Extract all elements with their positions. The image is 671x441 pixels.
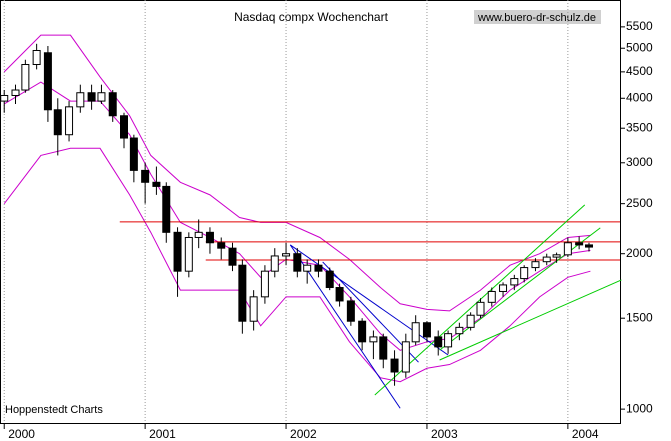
candle-body bbox=[43, 52, 52, 111]
source-box bbox=[474, 10, 601, 24]
candle-body bbox=[0, 94, 9, 102]
y-tick-label: 3500 bbox=[626, 120, 653, 134]
y-tick-label: 1000 bbox=[626, 401, 653, 415]
y-tick-label: 3000 bbox=[626, 155, 653, 169]
x-tick-label: 2004 bbox=[572, 427, 599, 441]
candle-body bbox=[303, 264, 312, 272]
candle-body bbox=[217, 242, 226, 249]
candle-body bbox=[260, 270, 269, 298]
y-tick-label: 1500 bbox=[626, 310, 653, 324]
candle-body bbox=[184, 236, 193, 272]
candle-body bbox=[358, 320, 367, 343]
candle-body bbox=[141, 169, 150, 183]
candle-body bbox=[293, 253, 302, 272]
candle-body bbox=[510, 278, 519, 286]
x-tick-label: 2001 bbox=[149, 427, 176, 441]
candle-body bbox=[194, 231, 203, 238]
candle-body bbox=[335, 287, 344, 302]
candle-body bbox=[476, 301, 485, 316]
trend-line bbox=[439, 279, 622, 361]
candle-body bbox=[32, 49, 41, 66]
candle-body bbox=[575, 242, 584, 246]
bollinger-band bbox=[3, 147, 591, 383]
candle-body bbox=[411, 322, 420, 343]
candle-body bbox=[379, 336, 388, 360]
candle-body bbox=[531, 261, 540, 269]
y-tick-label: 2000 bbox=[626, 246, 653, 260]
candle-body bbox=[282, 253, 291, 257]
candle-body bbox=[120, 115, 128, 139]
bollinger-band bbox=[3, 81, 591, 351]
trend-line bbox=[439, 227, 601, 351]
y-tick-label: 4500 bbox=[626, 64, 653, 78]
candle-body bbox=[444, 333, 453, 348]
y-tick-label: 5500 bbox=[626, 19, 653, 33]
candle-body bbox=[205, 231, 214, 244]
candle-body bbox=[585, 244, 593, 248]
candle-body bbox=[65, 106, 74, 136]
candle-body bbox=[173, 231, 182, 272]
candle-body bbox=[325, 270, 334, 289]
credit: Hoppenstedt Charts bbox=[5, 404, 103, 416]
candle-body bbox=[390, 358, 399, 373]
y-tick-label: 2500 bbox=[626, 196, 653, 210]
source: www.buero-dr-schulz.de bbox=[477, 12, 596, 24]
candle-body bbox=[129, 137, 138, 171]
candle-body bbox=[401, 341, 410, 373]
candle-body bbox=[455, 326, 464, 335]
candle-body bbox=[542, 256, 551, 263]
y-tick-label: 5000 bbox=[626, 40, 653, 54]
candle-body bbox=[487, 290, 496, 303]
candle-body bbox=[21, 64, 30, 91]
candle-body bbox=[520, 267, 529, 280]
chart-title: Nasdaq compx Wochenchart bbox=[234, 10, 389, 24]
x-tick-label: 2000 bbox=[8, 427, 35, 441]
candle-body bbox=[314, 264, 323, 272]
candle-body bbox=[162, 185, 171, 233]
candle-body bbox=[249, 296, 258, 322]
candle-body bbox=[552, 254, 561, 258]
plot-frame bbox=[0, 0, 621, 424]
candle-body bbox=[238, 264, 247, 322]
candle-body bbox=[228, 247, 237, 266]
candle-body bbox=[346, 300, 355, 322]
trend-line bbox=[289, 244, 449, 356]
x-tick-label: 2002 bbox=[290, 427, 317, 441]
candle-body bbox=[369, 336, 378, 343]
trend-line bbox=[289, 244, 401, 409]
candle-body bbox=[11, 89, 20, 96]
candle-body bbox=[499, 284, 508, 292]
candle-body bbox=[76, 92, 85, 108]
x-tick-label: 2003 bbox=[431, 427, 458, 441]
candle-body bbox=[108, 92, 117, 117]
y-tick-label: 4000 bbox=[626, 90, 653, 104]
candle-body bbox=[152, 181, 161, 187]
candle-body bbox=[422, 322, 431, 338]
candle-body bbox=[563, 242, 572, 256]
candle-body bbox=[270, 255, 279, 272]
candle-body bbox=[53, 109, 62, 136]
candle-body bbox=[434, 336, 443, 348]
candle-body bbox=[466, 314, 475, 328]
candle-body bbox=[97, 92, 106, 102]
candle-body bbox=[87, 92, 96, 102]
